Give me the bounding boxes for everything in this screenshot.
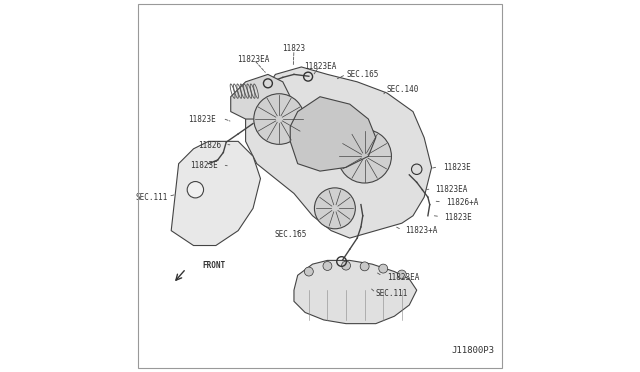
Text: SEC.111: SEC.111 bbox=[376, 289, 408, 298]
Circle shape bbox=[323, 262, 332, 270]
Text: 11823E: 11823E bbox=[445, 213, 472, 222]
Circle shape bbox=[254, 94, 305, 144]
Text: 11823EA: 11823EA bbox=[237, 55, 269, 64]
Circle shape bbox=[360, 262, 369, 271]
Text: 11823+A: 11823+A bbox=[406, 226, 438, 235]
Text: SEC.111: SEC.111 bbox=[135, 193, 168, 202]
Text: 11826+A: 11826+A bbox=[447, 198, 479, 207]
Polygon shape bbox=[291, 97, 376, 171]
Text: SEC.165: SEC.165 bbox=[346, 70, 378, 79]
Text: 11823EA: 11823EA bbox=[387, 273, 419, 282]
Text: 11823EA: 11823EA bbox=[435, 185, 468, 194]
Polygon shape bbox=[172, 141, 260, 246]
Text: 11823E: 11823E bbox=[190, 161, 218, 170]
Text: 11823E: 11823E bbox=[188, 115, 216, 124]
Circle shape bbox=[342, 261, 351, 270]
Polygon shape bbox=[294, 260, 417, 324]
Circle shape bbox=[379, 264, 388, 273]
Circle shape bbox=[397, 270, 406, 279]
Circle shape bbox=[187, 182, 204, 198]
Circle shape bbox=[314, 188, 355, 229]
Circle shape bbox=[338, 129, 392, 183]
Text: 11823E: 11823E bbox=[443, 163, 470, 172]
Text: 11823EA: 11823EA bbox=[304, 62, 336, 71]
Circle shape bbox=[305, 267, 314, 276]
Polygon shape bbox=[231, 74, 291, 119]
Text: 11826: 11826 bbox=[198, 141, 221, 150]
Text: FRONT: FRONT bbox=[203, 262, 226, 270]
Text: SEC.140: SEC.140 bbox=[387, 85, 419, 94]
Circle shape bbox=[412, 164, 422, 174]
Text: 11823: 11823 bbox=[282, 44, 305, 53]
Text: SEC.165: SEC.165 bbox=[274, 230, 307, 239]
Polygon shape bbox=[246, 67, 431, 238]
Text: J11800P3: J11800P3 bbox=[452, 346, 495, 355]
